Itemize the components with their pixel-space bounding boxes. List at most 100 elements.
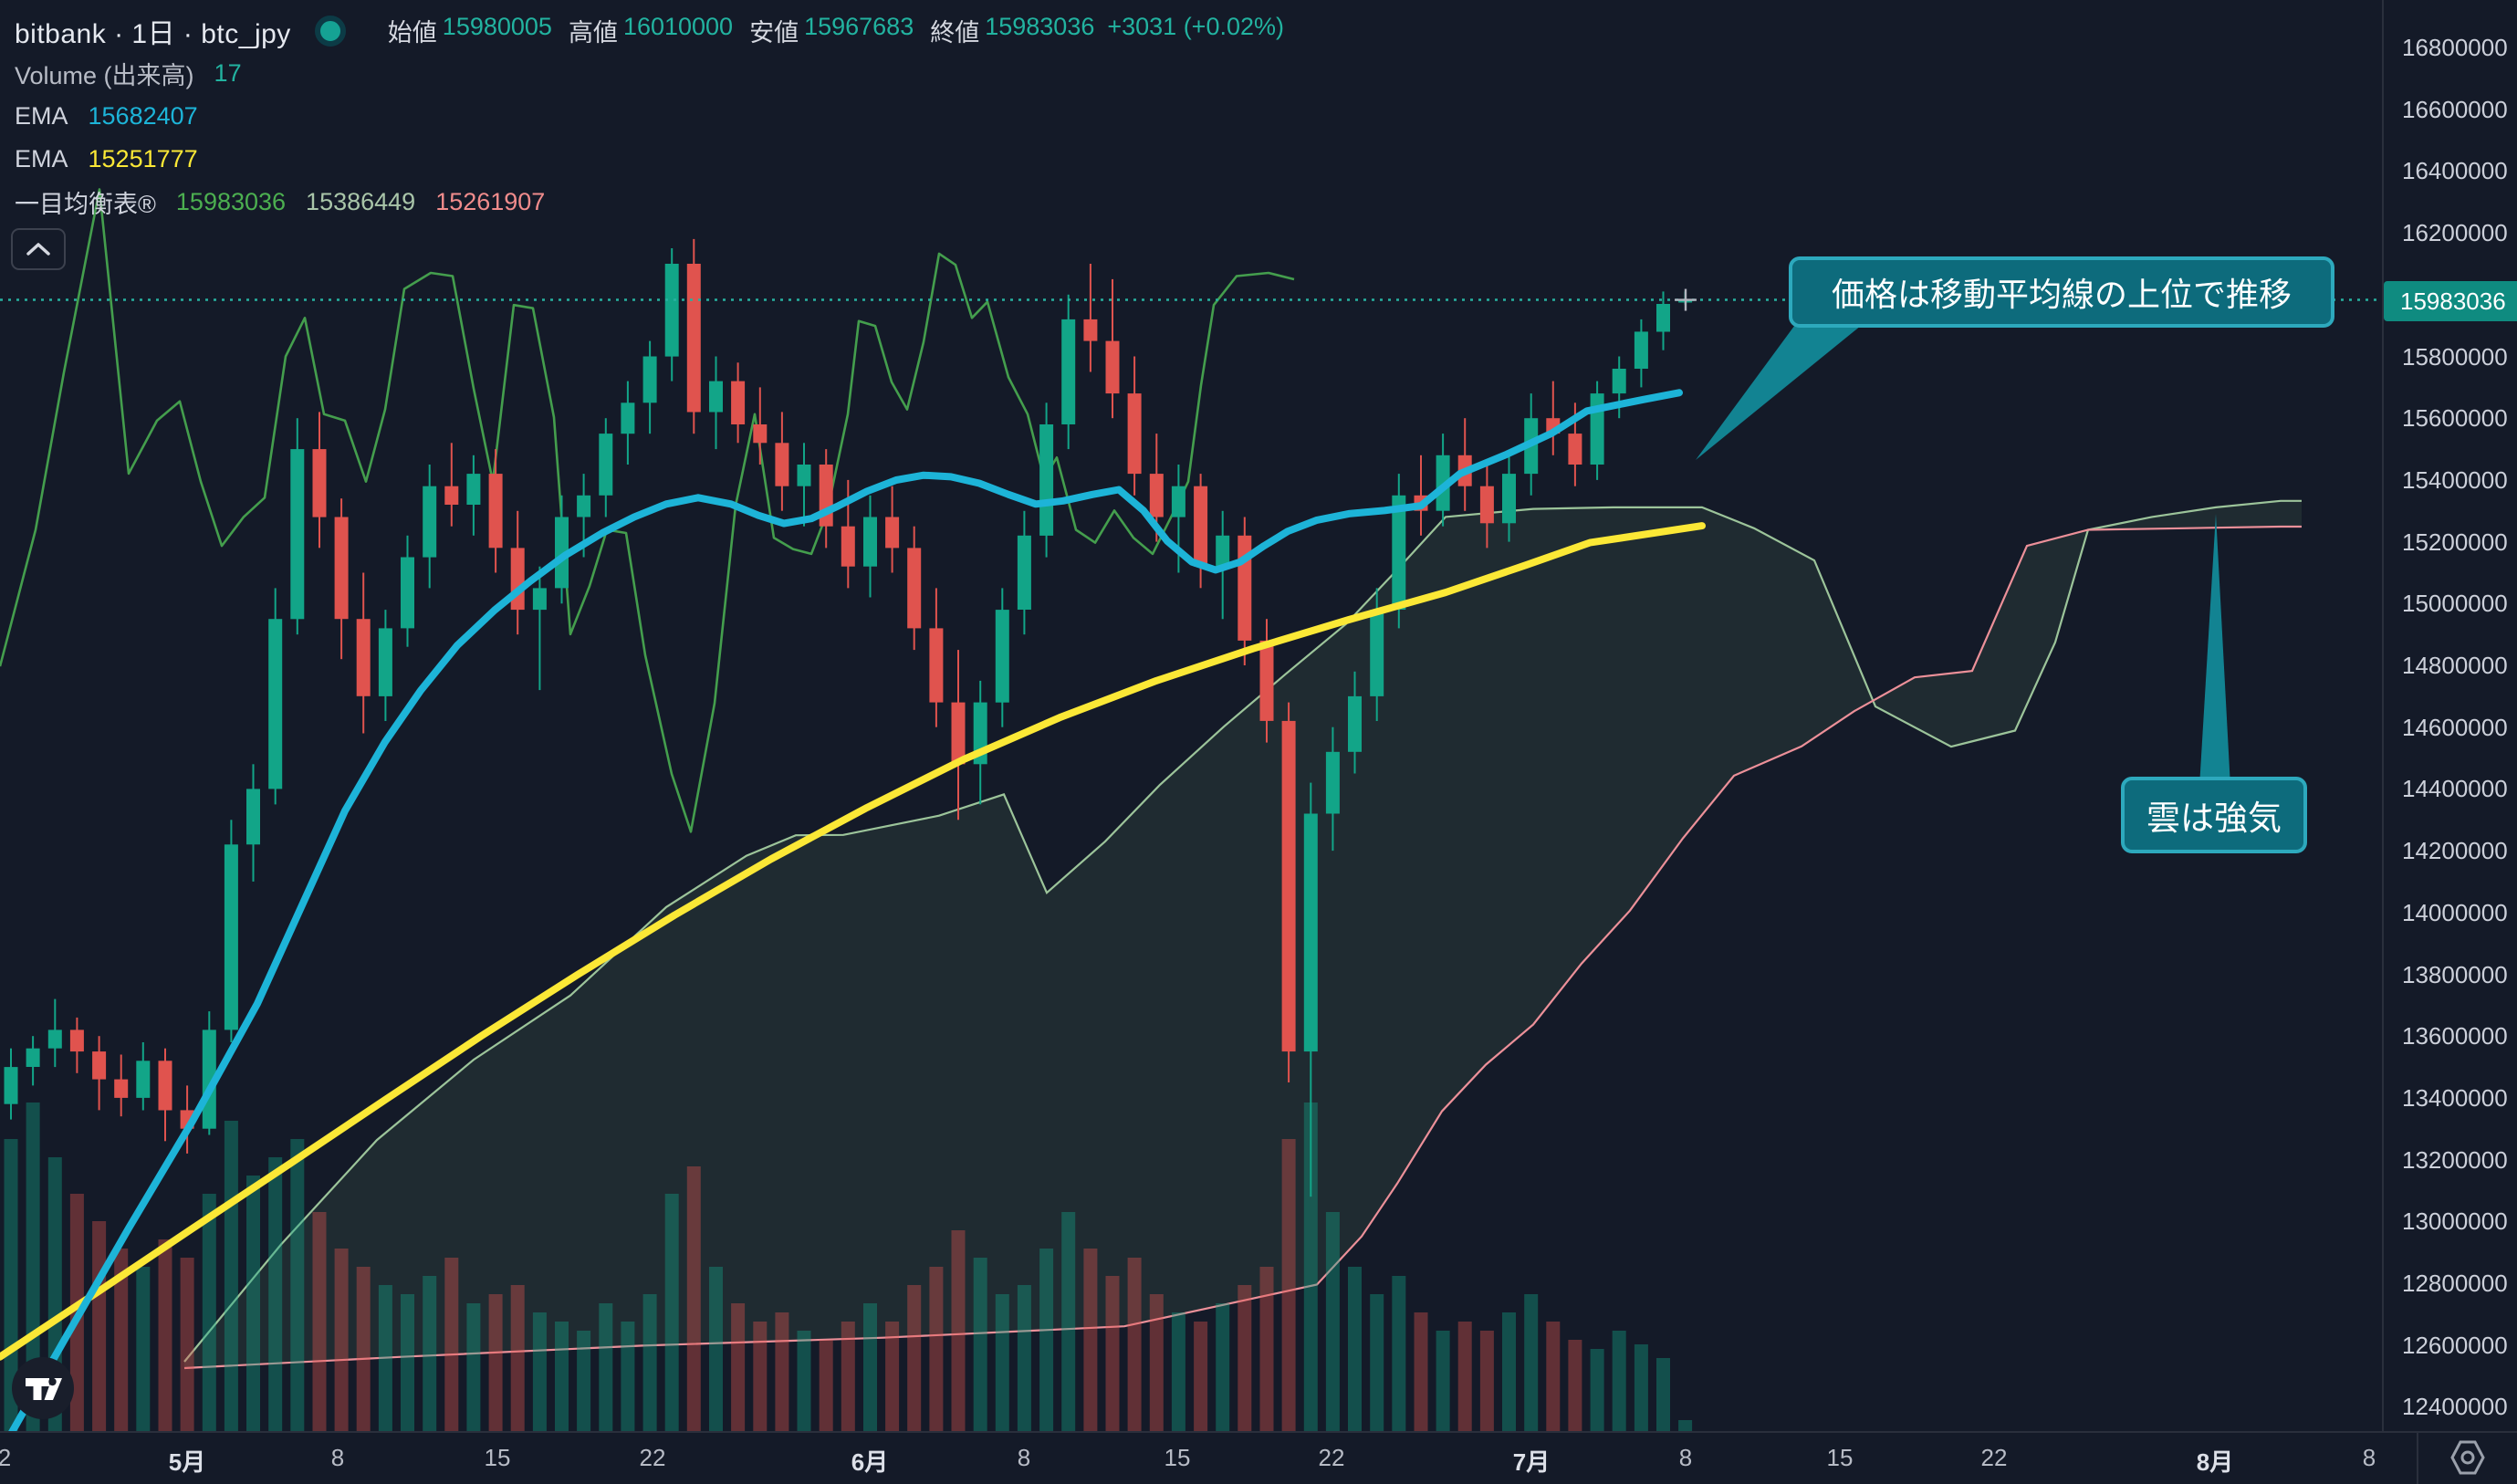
ichimoku-row[interactable]: 一目均衡表® 15983036 15386449 15261907 (15, 181, 1284, 224)
candle-body (224, 844, 238, 1030)
candle-body (775, 443, 789, 486)
ohlc-value: 16010000 (622, 13, 734, 40)
ema-fast-label: EMA (15, 102, 68, 130)
candle-body (1612, 369, 1626, 394)
candle-body (709, 381, 723, 413)
volume-bar (312, 1212, 327, 1431)
candle-body (1149, 474, 1164, 517)
candle-body (1281, 720, 1296, 1052)
candle-body (423, 486, 437, 558)
volume-bar (1612, 1331, 1626, 1431)
volume-bar (686, 1166, 701, 1431)
candle-body (488, 474, 503, 549)
volume-row[interactable]: Volume (出来高) 17 (15, 52, 1284, 95)
market-status-icon (314, 15, 346, 47)
volume-bar (951, 1230, 966, 1431)
volume-bar (753, 1322, 768, 1431)
volume-bar (1017, 1285, 1031, 1431)
candle-body (136, 1061, 151, 1098)
candle-body (664, 264, 679, 357)
price-axis-tick: 14800000 (2402, 652, 2508, 679)
price-axis-tick: 14200000 (2402, 837, 2508, 865)
legend-collapse-button[interactable] (11, 228, 66, 270)
candle-body (1194, 486, 1208, 567)
candle-body (621, 402, 635, 434)
tradingview-logo[interactable] (11, 1356, 75, 1420)
volume-bar (731, 1303, 746, 1431)
volume-bar (510, 1285, 525, 1431)
time-axis-tick: 8月 (2196, 1448, 2234, 1476)
price-axis-tick: 14000000 (2402, 898, 2508, 926)
volume-bar (621, 1322, 635, 1431)
candle-wick (1177, 465, 1180, 573)
volume-bar (246, 1176, 260, 1431)
annotation-ma-note[interactable]: 価格は移動平均線の上位で推移 (1789, 256, 2334, 328)
candle-wick (538, 566, 541, 691)
volume-bar (885, 1322, 900, 1431)
volume-bar (995, 1294, 1009, 1431)
price-axis-tick: 12600000 (2402, 1331, 2508, 1359)
candle-body (599, 434, 613, 496)
volume-bar (1149, 1294, 1164, 1431)
price-axis-tick: 16200000 (2402, 219, 2508, 247)
time-axis-tick: 7月 (1512, 1448, 1551, 1476)
volume-bar (92, 1221, 107, 1431)
candle-wick (1089, 264, 1091, 372)
price-axis-tick: 14400000 (2402, 775, 2508, 803)
candle-body (753, 424, 768, 444)
symbol-title[interactable]: bitbank · 1日 · btc_jpy (15, 18, 291, 49)
price-axis-tick: 15800000 (2402, 342, 2508, 371)
candle-body (510, 548, 525, 611)
time-axis[interactable]: 2 5月 8 15 22 6月 8 15 22 7月 8 15 22 8月 8 (0, 1431, 2517, 1484)
ema-slow-row[interactable]: EMA 15251777 (15, 138, 1284, 181)
price-axis-tick: 14600000 (2402, 713, 2508, 741)
gear-icon (2450, 1440, 2485, 1475)
price-axis-tick: 13600000 (2402, 1022, 2508, 1050)
ema-fast-line[interactable] (0, 389, 1683, 1458)
annotation-cloud-note[interactable]: 雲は強気 (2121, 777, 2307, 853)
volume-bar (1083, 1249, 1098, 1431)
candle-body (47, 1029, 62, 1049)
candle-body (356, 619, 371, 696)
candle-body (1392, 495, 1406, 610)
chart-legend: bitbank · 1日 · btc_jpy 始値 15980005 高値 16010… (15, 9, 1284, 224)
ichimoku-values: 15983036 15386449 15261907 (156, 188, 545, 216)
price-axis-tick: 15200000 (2402, 528, 2508, 556)
candle-body (312, 449, 327, 517)
candle-body (268, 619, 283, 789)
candle-body (1105, 340, 1120, 394)
candle-body (907, 548, 922, 629)
candle-body (731, 381, 746, 424)
annotation-ma-text: 価格は移動平均線の上位で推移 (1831, 276, 2292, 313)
ohlc-value: 15983036 (985, 13, 1095, 40)
candle-body (1171, 486, 1185, 517)
time-axis-tick: 22 (1980, 1444, 2008, 1471)
candle-body (1479, 486, 1494, 524)
volume-bar (841, 1322, 855, 1431)
axis-settings-button[interactable] (2446, 1435, 2490, 1480)
candle-body (1259, 640, 1274, 721)
symbol-row[interactable]: bitbank · 1日 · btc_jpy 始値 15980005 高値 16010… (15, 9, 1284, 52)
volume-bar (973, 1258, 987, 1431)
price-axis-tick: 15600000 (2402, 404, 2508, 433)
ema-slow-line[interactable] (0, 522, 1706, 1361)
candle-body (114, 1079, 129, 1098)
ichimoku-value: 15983036 (175, 188, 287, 215)
candle-body (577, 495, 591, 517)
candle-body (158, 1061, 172, 1111)
candle-body (532, 588, 547, 611)
volume-bar (1436, 1331, 1450, 1431)
price-axis-tick: 15400000 (2402, 465, 2508, 494)
candle-body (1370, 610, 1384, 696)
volume-bar (1216, 1303, 1230, 1431)
volume-bar (136, 1267, 151, 1431)
volume-bar (224, 1121, 238, 1431)
price-axis[interactable]: 16800000 16600000 16400000 16200000 15800000… (2382, 0, 2517, 1431)
price-axis-tick: 13400000 (2402, 1083, 2508, 1112)
time-axis-tick: 6月 (851, 1448, 889, 1476)
ema-slow-value: 15251777 (88, 145, 198, 172)
candle-body (686, 264, 701, 413)
ema-fast-row[interactable]: EMA 15682407 (15, 95, 1284, 138)
volume-bar (642, 1294, 657, 1431)
